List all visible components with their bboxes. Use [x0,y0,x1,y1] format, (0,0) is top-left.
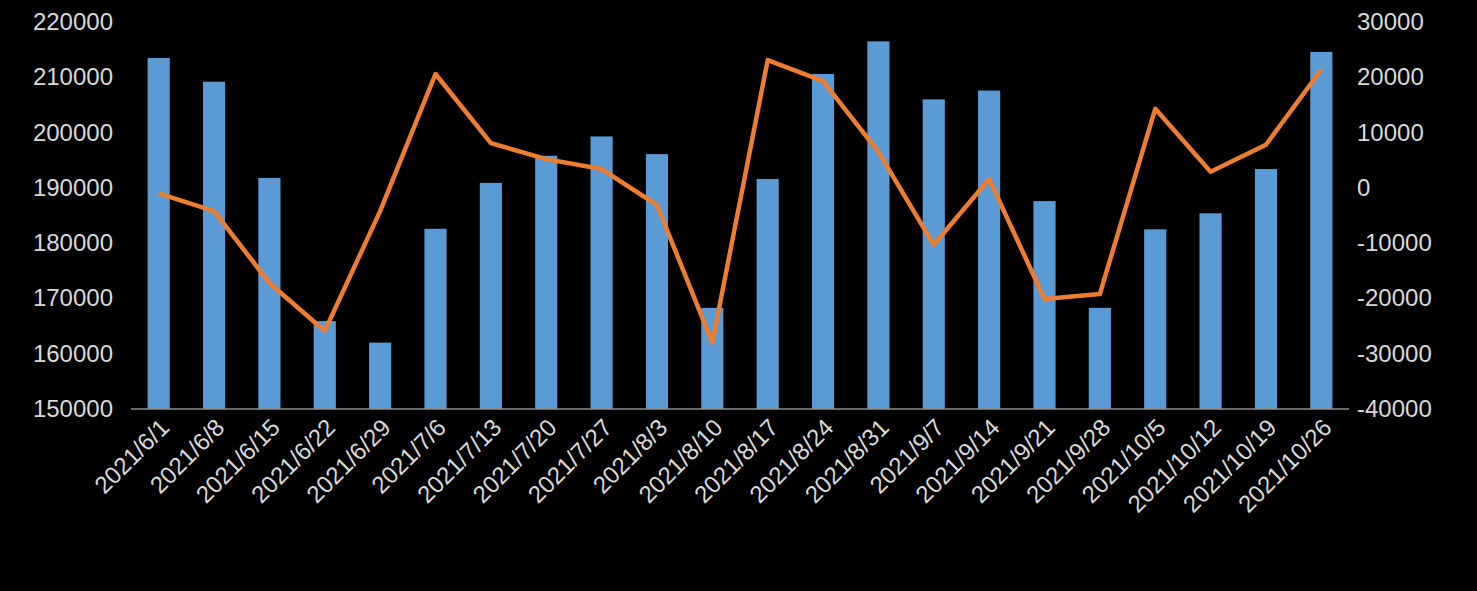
bar [646,154,668,409]
bar [923,99,945,409]
bar [535,156,557,409]
y-tick-label: 150000 [33,395,113,422]
chart: 1500001600001700001800001900002000002100… [0,0,1477,591]
bar [812,74,834,409]
bar [591,136,613,409]
bar [1144,229,1166,409]
y-tick-label: 180000 [33,229,113,256]
y-tick-label: 220000 [33,8,113,35]
bar [424,229,446,409]
bar [867,41,889,409]
y2-tick-label: -40000 [1357,395,1432,422]
x-tick-label: 2021/10/26 [1233,413,1337,517]
bar [258,178,280,409]
y2-tick-label: 20000 [1357,63,1424,90]
y-tick-label: 200000 [33,119,113,146]
bar [314,321,336,409]
bar [480,183,502,409]
bar [203,82,225,409]
bar [148,58,170,409]
bar [1310,52,1332,409]
bar [1255,169,1277,409]
y-tick-label: 210000 [33,63,113,90]
y-tick-label: 160000 [33,340,113,367]
bar [1033,201,1055,409]
y-tick-label: 190000 [33,174,113,201]
y2-tick-label: 30000 [1357,8,1424,35]
bar [978,91,1000,409]
y2-tick-label: -10000 [1357,229,1432,256]
bar [369,343,391,409]
y2-tick-label: -20000 [1357,284,1432,311]
y-tick-label: 170000 [33,284,113,311]
bar [1089,308,1111,409]
bar [757,179,779,409]
line [159,60,1322,343]
y2-tick-label: -30000 [1357,340,1432,367]
plot-area [148,41,1333,409]
y2-tick-label: 10000 [1357,119,1424,146]
y2-tick-label: 0 [1357,174,1370,201]
bar [1200,213,1222,409]
x-axis-line [131,408,1349,410]
